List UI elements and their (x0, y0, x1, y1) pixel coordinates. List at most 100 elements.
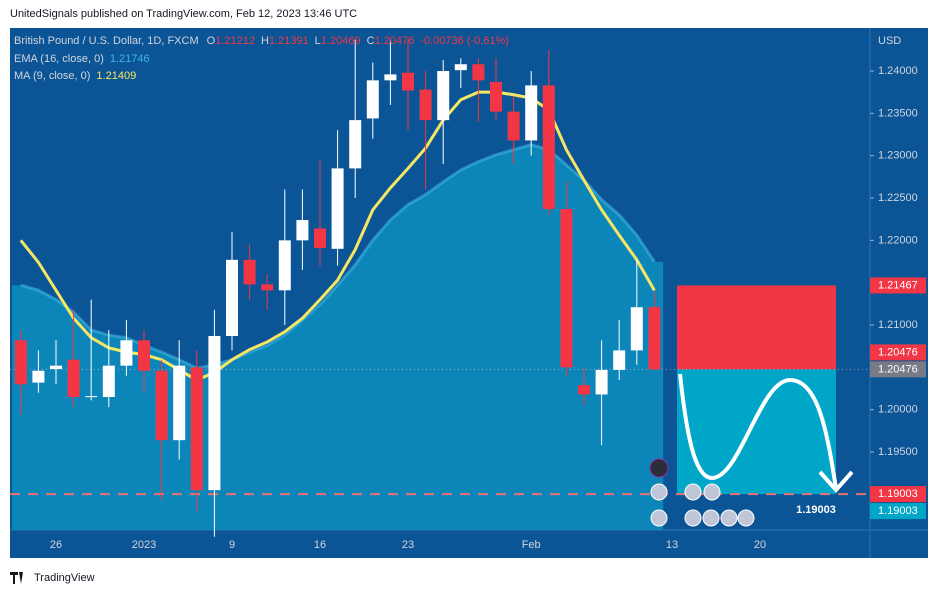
candle-body (419, 89, 432, 121)
stop-zone (677, 285, 836, 370)
x-tick-label: 23 (402, 539, 414, 551)
y-tick-label: 1.24000 (878, 65, 918, 77)
candle-body (630, 307, 643, 351)
candle-body (542, 85, 555, 210)
candle-body (402, 72, 414, 91)
projection-arrow (678, 373, 838, 489)
main-layer: 1.24000 1.23500 1.23000 1.22500 1.22000 1.210… (14, 39, 926, 551)
target-label: 1.19003 (796, 504, 836, 516)
candle-body (314, 228, 326, 248)
publish-header: UnitedSignals published on TradingView.c… (10, 8, 357, 20)
event-icon[interactable] (649, 458, 669, 478)
candle-body (173, 365, 186, 441)
price-tag (870, 361, 926, 378)
candle-body (366, 80, 379, 119)
x-tick-label: 16 (314, 539, 326, 551)
candle-body (613, 350, 626, 370)
candle-body (226, 259, 238, 337)
candle-body (472, 64, 485, 81)
event-flag[interactable] (684, 483, 702, 501)
candle-body (437, 71, 450, 121)
event-flag[interactable] (702, 509, 720, 527)
y-tick-label: 1.19500 (878, 446, 918, 458)
event-flag[interactable] (650, 509, 668, 527)
target-zone (677, 369, 836, 495)
legend-line: British Pound / U.S. Dollar, 1D, FXCM O1.… (14, 35, 509, 47)
candle-body (14, 340, 27, 385)
candle-body (578, 385, 590, 395)
candle-body (190, 367, 203, 491)
x-tick-label: 9 (229, 539, 235, 551)
overlay-layer: 1.19003 (649, 373, 854, 527)
candle-body (454, 64, 467, 71)
candle-body (278, 240, 291, 291)
candle-body (120, 340, 133, 366)
x-tick-label: 2023 (132, 539, 156, 551)
candle-body (243, 259, 256, 285)
candle-body (507, 111, 520, 141)
candle-body (67, 359, 80, 397)
ohlc-key: C (367, 35, 375, 47)
candle-body (595, 369, 608, 395)
event-flag[interactable] (650, 483, 668, 501)
candle-body (261, 284, 274, 291)
footer-brand: TradingView (34, 572, 95, 584)
price-tag (870, 344, 926, 361)
ema-name: EMA (16, close, 0) (14, 53, 104, 65)
candle-body (32, 370, 45, 383)
candle-body (349, 120, 362, 169)
x-tick-label: Feb (522, 539, 541, 551)
y-tick-label: 1.22000 (878, 234, 918, 246)
candle-body (155, 370, 168, 441)
ohlc-key: H (261, 35, 269, 47)
event-flag[interactable] (720, 509, 738, 527)
candle-body (648, 307, 661, 370)
candle-body (296, 220, 309, 241)
change: -0.00736 (-0.61%) (420, 35, 509, 47)
y-tick-label: 1.23500 (878, 107, 918, 119)
candle-body (525, 85, 538, 141)
price-tag (870, 486, 926, 503)
event-flag[interactable] (703, 483, 721, 501)
ma-value: 1.21409 (96, 70, 136, 82)
y-tick-label: 1.20000 (878, 404, 918, 416)
price-tag-label: 1.20476 (878, 363, 918, 375)
x-tick-label: 20 (754, 539, 766, 551)
ma-legend: MA (9, close, 0) 1.21409 (14, 70, 136, 82)
brand-logo (10, 572, 23, 584)
candle-body (384, 74, 397, 81)
x-tick-label: 13 (666, 539, 678, 551)
price-tag (870, 277, 926, 294)
ohlc-key: O (207, 35, 216, 47)
ema-value: 1.21746 (110, 53, 150, 65)
price-tag-label: 1.20476 (878, 346, 918, 358)
arrow-head (818, 470, 854, 494)
candle-body (85, 396, 98, 398)
symbol: British Pound / U.S. Dollar, 1D, FXCM (14, 35, 199, 47)
ma-name: MA (9, close, 0) (14, 70, 90, 82)
candle-body (560, 209, 573, 368)
y-tick-label: 1.22500 (878, 192, 918, 204)
ohlc-value: 1.21391 (269, 35, 309, 47)
candle-body (208, 336, 221, 491)
x-tick-label: 26 (50, 539, 62, 551)
currency-label: USD (878, 35, 901, 47)
price-tag-label: 1.19003 (878, 505, 918, 517)
ohlc-value: 1.20476 (375, 35, 415, 47)
ohlc-key: L (315, 35, 321, 47)
event-flag[interactable] (737, 509, 755, 527)
ema-legend: EMA (16, close, 0) 1.21746 (14, 53, 150, 65)
candle-body (490, 82, 502, 112)
price-tag (870, 503, 926, 520)
candle-body (331, 168, 344, 249)
price-tag-label: 1.21467 (878, 279, 918, 291)
event-flag[interactable] (684, 509, 702, 527)
candle-body (50, 365, 62, 370)
ohlc-value: 1.21212 (215, 35, 255, 47)
y-tick-label: 1.21000 (878, 319, 918, 331)
y-tick-label: 1.23000 (878, 150, 918, 162)
price-tag-label: 1.19003 (878, 488, 918, 500)
ohlc-value: 1.20469 (321, 35, 361, 47)
candle-body (102, 365, 115, 397)
